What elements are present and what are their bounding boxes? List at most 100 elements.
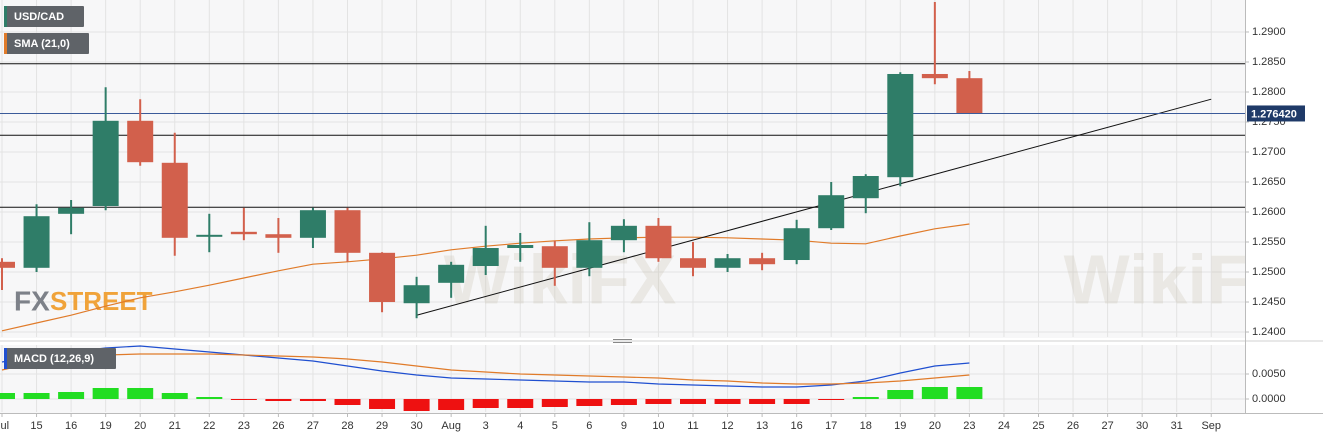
- histogram-bar: [507, 399, 534, 408]
- x-tick-label: 29: [376, 420, 388, 432]
- histogram-bar: [956, 387, 983, 399]
- x-tick-label: 20: [134, 420, 146, 432]
- x-tick-label: 22: [203, 420, 215, 432]
- y-tick-label: 1.2550: [1252, 236, 1286, 248]
- histogram-bar: [161, 393, 188, 399]
- x-tick-label: Aug: [441, 420, 461, 432]
- legend-box: [4, 33, 89, 54]
- candle-body: [92, 120, 119, 207]
- histogram-bar: [541, 399, 568, 407]
- y-tick-label: 1.2700: [1252, 146, 1286, 158]
- histogram-bar: [92, 388, 119, 399]
- x-tick-label: 19: [894, 420, 906, 432]
- y-tick-label: 1.2400: [1252, 326, 1286, 338]
- candle-body: [334, 210, 361, 253]
- candle-body: [956, 78, 983, 113]
- histogram-bar: [472, 399, 499, 408]
- candle-body: [541, 246, 568, 268]
- candle-body: [230, 231, 257, 235]
- candle-body: [576, 240, 603, 268]
- x-tick-label: 31: [1171, 420, 1183, 432]
- histogram-bar: [818, 399, 845, 400]
- candle-body: [714, 258, 741, 268]
- y-tick-label: 1.2450: [1252, 296, 1286, 308]
- legend-label: MACD (12,26,9): [14, 353, 94, 365]
- macd-line: [1, 353, 970, 385]
- x-tick-label: 26: [272, 420, 284, 432]
- histogram-bar: [645, 399, 672, 404]
- candle-body: [438, 264, 465, 283]
- x-tick-label: 30: [410, 420, 422, 432]
- x-tick-label: 10: [652, 420, 664, 432]
- candle-body: [299, 210, 326, 238]
- price-panel: [0, 0, 1245, 338]
- histogram-bar: [783, 399, 810, 404]
- x-tick-label: 4: [517, 420, 523, 432]
- x-tick-label: 27: [307, 420, 319, 432]
- legend-label: SMA (21,0): [14, 38, 70, 50]
- y-tick-label: 1.2500: [1252, 266, 1286, 278]
- histogram-bar: [921, 387, 948, 399]
- y-tick-label: 0.0000: [1252, 393, 1286, 405]
- plot-area: [0, 345, 1245, 412]
- x-tick-label: 23: [963, 420, 975, 432]
- candle-body: [196, 234, 223, 237]
- y-tick-label: 1.2800: [1252, 86, 1286, 98]
- x-tick-label: 16: [791, 420, 803, 432]
- histogram-bar: [438, 399, 465, 410]
- candle-body: [472, 248, 499, 267]
- histogram-bar: [576, 399, 603, 406]
- x-tick-label: 18: [860, 420, 872, 432]
- legend-swatch: [4, 348, 7, 369]
- x-tick-label: 17: [825, 420, 837, 432]
- candle-body: [265, 234, 292, 238]
- candle-body: [369, 252, 396, 303]
- histogram-bar: [230, 399, 257, 400]
- histogram-bar: [749, 399, 776, 404]
- histogram-bar: [403, 399, 430, 411]
- candle-body: [645, 225, 672, 259]
- x-tick-label: 11: [687, 420, 698, 432]
- x-tick-label: 20: [929, 420, 941, 432]
- candle-body: [610, 225, 637, 241]
- candle-body: [887, 73, 914, 178]
- candle-body: [58, 207, 85, 214]
- x-tick-label: 23: [238, 420, 250, 432]
- macd-line: [1, 345, 970, 388]
- y-tick-label: 1.2900: [1252, 26, 1286, 38]
- x-tick-label: 25: [1032, 420, 1044, 432]
- candle-body: [0, 261, 15, 268]
- legend-box: [4, 6, 84, 27]
- y-tick-label: 1.2850: [1252, 56, 1286, 68]
- x-tick-label: 21: [169, 420, 181, 432]
- candle-body: [161, 162, 188, 238]
- last-price-box: [1247, 105, 1305, 122]
- histogram-bar: [58, 392, 85, 399]
- candle-body: [680, 258, 706, 268]
- plot-area: FX STREET WikiFX WikiFX: [0, 0, 1297, 337]
- candle-body: [852, 176, 879, 199]
- histogram-bar: [369, 399, 396, 409]
- histogram-bar: [127, 388, 154, 399]
- y-tick-label: 1.2600: [1252, 206, 1286, 218]
- histogram-bar: [334, 399, 361, 405]
- legend-label: USD/CAD: [14, 11, 64, 23]
- watermark: WikiFX: [1064, 240, 1297, 318]
- histogram-bar: [0, 393, 15, 399]
- histogram-bar: [196, 397, 223, 399]
- x-tick-label: 16: [65, 420, 77, 432]
- x-tick-label: 12: [721, 420, 733, 432]
- candle-body: [749, 258, 776, 265]
- candle-body: [127, 120, 154, 163]
- histogram-bar: [852, 397, 879, 399]
- x-tick-label: 3: [483, 420, 489, 432]
- histogram-bar: [680, 399, 706, 404]
- candle-body: [783, 228, 810, 261]
- y-tick-label: 0.0050: [1252, 368, 1286, 380]
- y-tick-label: 1.2650: [1252, 176, 1286, 188]
- x-tick-label: 30: [1136, 420, 1148, 432]
- legend-swatch: [4, 6, 7, 27]
- histogram-bar: [610, 399, 637, 405]
